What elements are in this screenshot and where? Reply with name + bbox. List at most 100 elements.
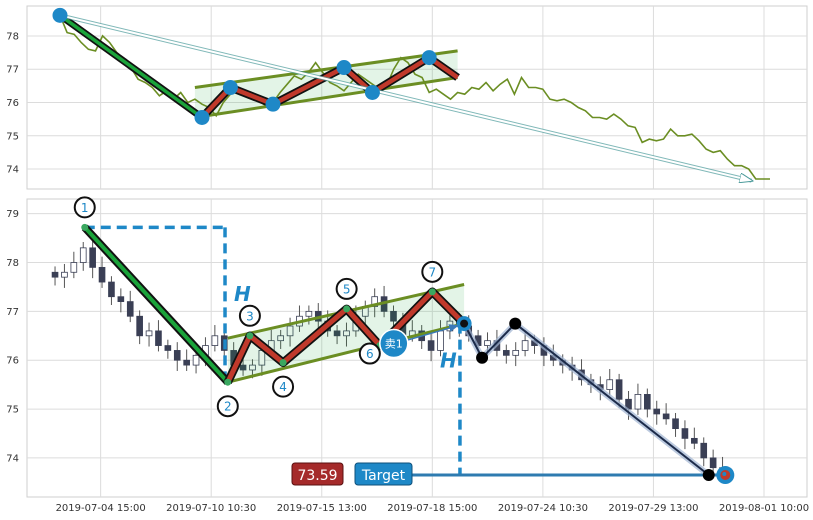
- candle-body: [183, 359, 190, 366]
- main-panel-frame: [26, 198, 808, 498]
- main-pattern-point-5: [343, 305, 351, 313]
- main-projection-node-3: [702, 469, 715, 482]
- main-point-label-6: 6: [366, 347, 374, 361]
- candle-body: [343, 330, 350, 337]
- main-point-label-circle-5: [335, 277, 358, 300]
- top-panel-y-tick-label: 78: [6, 31, 19, 42]
- main-pattern-point-4: [279, 359, 287, 367]
- main-panel-y-tick-label: 75: [6, 405, 19, 416]
- main-panel-y-tick-label: 74: [6, 453, 19, 464]
- candle-body: [615, 379, 623, 400]
- candle-body: [117, 296, 125, 302]
- candle-body: [653, 408, 661, 415]
- candle-body: [427, 340, 435, 351]
- top-channel-upper-line: [194, 49, 458, 89]
- main-pattern-point-7: [428, 288, 436, 296]
- main-point-label-circle-7: [421, 260, 444, 283]
- main-sell-arrow: [405, 324, 460, 342]
- main-point-label-4: 4: [279, 380, 287, 394]
- x-tick-label: 2019-07-15 13:00: [277, 503, 367, 514]
- main-point-label-5: 5: [343, 282, 351, 296]
- x-tick-label: 2019-08-01 10:00: [719, 503, 809, 514]
- candle-body: [390, 310, 397, 322]
- x-tick-label: 2019-07-10 10:30: [166, 503, 256, 514]
- candle-body: [136, 315, 143, 337]
- candle-body: [371, 296, 378, 307]
- candle-body: [634, 394, 642, 410]
- main-point-label-circle-4: [272, 375, 295, 398]
- candle-body: [51, 271, 59, 278]
- candle-body: [61, 271, 68, 278]
- candle-body: [691, 437, 698, 444]
- main-point-label-3: 3: [246, 309, 254, 323]
- candle-body: [145, 330, 153, 337]
- main-point-label-circle-3: [238, 304, 261, 327]
- main-h-right-label: H: [440, 349, 457, 373]
- main-target-box-label: Target: [361, 468, 406, 484]
- top-panel-y-tick-label: 74: [6, 165, 19, 176]
- candle-body: [249, 364, 256, 371]
- top-pattern-point-2: [194, 109, 210, 125]
- candle-body: [164, 345, 172, 351]
- x-tick-label: 2019-07-24 10:30: [498, 503, 588, 514]
- main-point-label-1: 1: [81, 201, 89, 215]
- candle-body: [709, 457, 717, 469]
- main-target-box: [354, 462, 413, 486]
- main-projection-node-1: [476, 351, 489, 364]
- candle-body: [305, 310, 313, 317]
- candle-body: [606, 379, 614, 390]
- candle-body: [173, 350, 181, 361]
- candle-body: [333, 330, 341, 337]
- candle-body: [672, 418, 679, 430]
- main-panel-y-tick-label: 77: [6, 307, 19, 318]
- main-pattern-point-1: [81, 223, 89, 231]
- candle-body: [681, 428, 689, 439]
- top-pattern-point-4: [265, 96, 281, 112]
- candle-body: [89, 247, 96, 268]
- top-panel-y-tick-label: 77: [6, 65, 19, 76]
- main-pattern-point-2: [224, 378, 232, 386]
- candle-body: [277, 335, 284, 342]
- main-point-label-circle-1: [73, 196, 96, 219]
- top-pattern-point-6: [364, 85, 380, 101]
- main-panel-y-tick-label: 78: [6, 258, 19, 269]
- main-down-leg: [83, 225, 230, 384]
- x-tick-label: 2019-07-04 15:00: [56, 503, 146, 514]
- candle-body: [79, 247, 87, 263]
- main-channel-lower-line: [227, 322, 465, 384]
- candle-body: [108, 281, 115, 298]
- main-point-label-7: 7: [428, 265, 436, 279]
- candle-body: [700, 442, 708, 459]
- top-pattern-point-1: [52, 7, 68, 23]
- main-point-label-2: 2: [224, 400, 232, 414]
- main-point-label-circle-6: [358, 342, 381, 365]
- candle-body: [521, 340, 529, 351]
- top-arrow: [59, 14, 752, 180]
- main-projection-start-dot: [460, 319, 469, 328]
- candle-body: [286, 325, 294, 337]
- candle-body: [126, 301, 134, 317]
- main-price-box: [291, 462, 344, 486]
- candle-body: [155, 330, 162, 346]
- main-panel-y-tick-label: 76: [6, 356, 19, 367]
- x-tick-label: 2019-07-29 13:00: [608, 503, 698, 514]
- candle-body: [512, 350, 520, 356]
- top-pattern-point-7: [421, 50, 437, 66]
- candle-body: [484, 340, 491, 346]
- main-projection-node-2: [509, 317, 522, 330]
- main-h-left-label: H: [234, 282, 251, 306]
- candle-body: [98, 266, 106, 283]
- top-pattern-point-3: [222, 80, 238, 96]
- top-channel-lower-line: [194, 76, 458, 119]
- candle-body: [644, 394, 651, 410]
- top-pattern-point-5: [336, 60, 352, 76]
- main-point-label-circle-2: [216, 395, 239, 418]
- candle-body: [192, 354, 200, 366]
- main-sell-label: 卖1: [385, 338, 403, 351]
- candle-body: [211, 335, 219, 346]
- candle-body: [502, 350, 510, 356]
- top-panel-y-tick-label: 75: [6, 131, 19, 142]
- main-target-marker-core: [722, 472, 727, 477]
- x-tick-label: 2019-07-18 15:00: [387, 503, 477, 514]
